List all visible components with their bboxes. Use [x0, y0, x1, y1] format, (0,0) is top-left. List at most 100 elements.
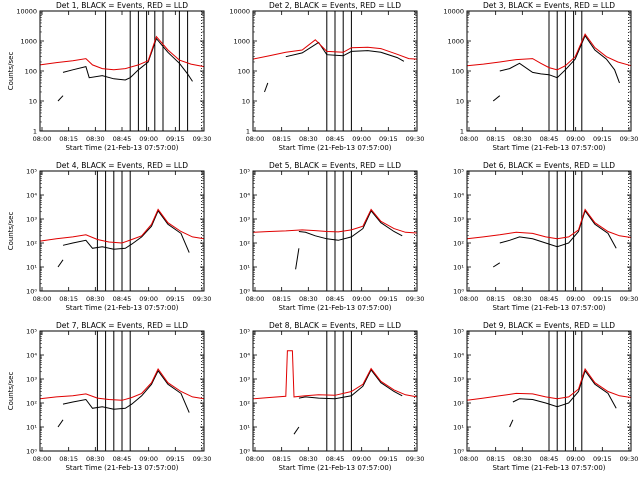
- x-tick-label: 08:45: [326, 295, 345, 303]
- y-tick-label: 10⁰: [239, 448, 250, 456]
- y-tick-label: 10¹: [239, 424, 250, 432]
- x-tick-label: 08:30: [299, 295, 318, 303]
- x-tick-label: 09:30: [406, 455, 425, 463]
- x-tick-label: 09:00: [566, 295, 585, 303]
- x-axis-label: Start Time (21-Feb-13 07:57:00): [278, 144, 391, 152]
- y-tick-label: 10⁵: [453, 168, 464, 176]
- chart-title: Det 2, BLACK = Events, RED = LLD: [269, 1, 401, 10]
- series-lld-line: [466, 33, 632, 71]
- x-tick-label: 08:15: [486, 295, 505, 303]
- y-tick-label: 10²: [239, 400, 250, 408]
- x-tick-label: 09:00: [139, 135, 158, 143]
- x-tick-label: 08:00: [460, 455, 479, 463]
- y-tick-label: 1000: [20, 38, 37, 46]
- y-tick-label: 10⁴: [453, 352, 464, 360]
- x-tick-label: 09:00: [566, 135, 585, 143]
- chart-title: Det 5, BLACK = Events, RED = LLD: [269, 161, 401, 170]
- series-lld-line: [39, 208, 205, 244]
- series-events-line: [62, 209, 190, 253]
- y-tick-label: 10³: [453, 376, 464, 384]
- y-tick-label: 1: [460, 128, 464, 136]
- y-tick-label: 10000: [443, 8, 464, 16]
- x-tick-label: 09:15: [379, 295, 398, 303]
- y-tick-label: 10³: [453, 216, 464, 224]
- x-tick-label: 09:30: [193, 295, 212, 303]
- chart-panel-4: Det 4, BLACK = Events, RED = LLD 10⁰ 10¹ 10…: [7, 161, 211, 312]
- x-tick-label: 09:00: [139, 295, 158, 303]
- y-tick-label: 10⁰: [26, 448, 37, 456]
- y-tick-label: 10¹: [26, 424, 37, 432]
- series-events-line: [499, 34, 620, 84]
- x-tick-label: 08:45: [540, 295, 559, 303]
- x-axis-label: Start Time (21-Feb-13 07:57:00): [65, 464, 178, 472]
- series-lld-line: [252, 39, 418, 60]
- x-tick-label: 08:45: [326, 135, 345, 143]
- series-events-line: [57, 95, 64, 102]
- chart-panel-8: Det 8, BLACK = Events, RED = LLD 10⁰ 10¹ 10…: [239, 321, 424, 472]
- x-tick-label: 08:30: [299, 455, 318, 463]
- y-tick-label: 10³: [239, 376, 250, 384]
- x-tick-label: 09:30: [406, 295, 425, 303]
- series-events-line: [57, 259, 64, 268]
- x-tick-label: 09:30: [193, 455, 212, 463]
- x-tick-label: 08:15: [272, 135, 291, 143]
- y-tick-label: 1000: [233, 38, 250, 46]
- series-events-line: [295, 248, 300, 270]
- x-tick-label: 09:15: [379, 135, 398, 143]
- y-axis-label: Counts/sec: [7, 372, 15, 411]
- series-events-line: [509, 419, 514, 428]
- y-tick-label: 1000: [447, 38, 464, 46]
- y-tick-label: 10³: [239, 216, 250, 224]
- chart-panel-1: Det 1, BLACK = Events, RED = LLD 1 10 100 10…: [7, 1, 211, 152]
- x-tick-label: 08:00: [33, 295, 52, 303]
- series-events-line: [62, 37, 193, 82]
- y-tick-label: 10000: [16, 8, 37, 16]
- y-tick-label: 10⁴: [453, 192, 464, 200]
- y-tick-label: 10⁰: [453, 448, 464, 456]
- x-tick-label: 08:30: [513, 135, 532, 143]
- y-tick-label: 10⁵: [239, 168, 250, 176]
- x-tick-label: 09:00: [352, 455, 371, 463]
- x-tick-label: 08:00: [246, 295, 265, 303]
- y-tick-label: 10: [456, 98, 464, 106]
- x-tick-label: 08:15: [272, 455, 291, 463]
- series-lld-line: [252, 208, 418, 234]
- x-axis-label: Start Time (21-Feb-13 07:57:00): [278, 304, 391, 312]
- chart-title: Det 4, BLACK = Events, RED = LLD: [56, 161, 188, 170]
- x-tick-label: 08:15: [59, 455, 78, 463]
- x-tick-label: 08:45: [540, 455, 559, 463]
- series-events-line: [298, 209, 403, 241]
- series-lld-line: [466, 208, 632, 240]
- x-tick-label: 09:00: [352, 295, 371, 303]
- series-lld-line: [39, 368, 205, 401]
- x-tick-label: 08:00: [33, 135, 52, 143]
- y-tick-label: 10⁴: [26, 192, 37, 200]
- x-tick-label: 09:15: [379, 455, 398, 463]
- y-tick-label: 10⁰: [26, 288, 37, 296]
- x-tick-label: 08:45: [113, 135, 132, 143]
- x-tick-label: 08:00: [246, 455, 265, 463]
- y-tick-label: 1: [33, 128, 37, 136]
- chart-title: Det 9, BLACK = Events, RED = LLD: [483, 321, 615, 330]
- chart-panel-9: Det 9, BLACK = Events, RED = LLD 10⁰ 10¹ 10…: [453, 321, 638, 472]
- y-tick-label: 10¹: [239, 264, 250, 272]
- x-tick-label: 08:00: [246, 135, 265, 143]
- y-tick-label: 10⁵: [239, 328, 250, 336]
- y-tick-label: 10⁴: [26, 352, 37, 360]
- x-tick-label: 08:00: [460, 135, 479, 143]
- y-tick-label: 10: [29, 98, 37, 106]
- x-tick-label: 08:15: [59, 295, 78, 303]
- x-tick-label: 09:00: [139, 455, 158, 463]
- series-lld-line: [39, 35, 205, 71]
- y-tick-label: 10⁴: [239, 192, 250, 200]
- y-tick-label: 100: [238, 68, 250, 76]
- series-events-line: [492, 262, 501, 268]
- series-events-line: [512, 369, 617, 409]
- x-axis-label: Start Time (21-Feb-13 07:57:00): [278, 464, 391, 472]
- x-tick-label: 09:30: [406, 135, 425, 143]
- y-tick-label: 10²: [26, 400, 37, 408]
- y-tick-label: 10⁴: [239, 352, 250, 360]
- x-tick-label: 09:15: [166, 455, 185, 463]
- y-tick-label: 10: [242, 98, 250, 106]
- x-tick-label: 08:15: [59, 135, 78, 143]
